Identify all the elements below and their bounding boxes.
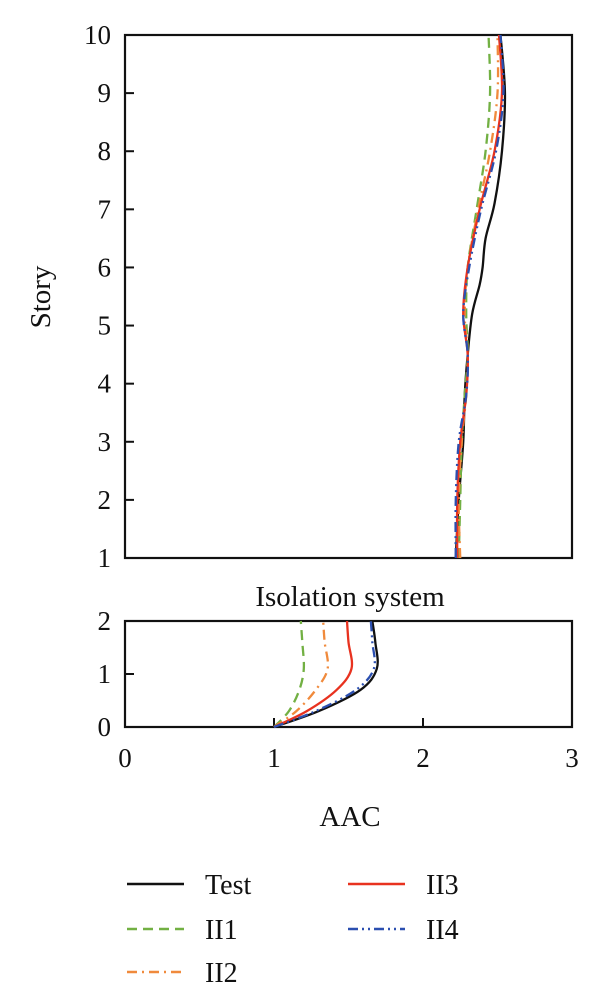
upper-series-ii2 xyxy=(457,34,500,559)
upper-series-test xyxy=(454,34,507,559)
lower-ytick-label: 0 xyxy=(98,712,112,742)
lower-title: Isolation system xyxy=(255,581,445,613)
legend-label-ii2: II2 xyxy=(205,958,238,989)
lower-ytick-label: 1 xyxy=(98,659,112,689)
upper-ytick-label: 1 xyxy=(98,543,112,573)
upper-panel: 1 2 3 4 5 6 7 8 9 10 xyxy=(84,20,574,573)
upper-ytick-label: 7 xyxy=(98,194,112,224)
upper-ylabel: Story xyxy=(25,265,57,328)
legend-label-ii4: II4 xyxy=(426,915,459,946)
x-axis-label: AAC xyxy=(319,801,380,833)
legend-label-test: Test xyxy=(205,870,251,901)
legend: Test II1 II2 II3 II4 xyxy=(127,870,459,989)
lower-panel: 0 1 2 0 1 2 3 xyxy=(98,606,579,773)
upper-ytick-label: 6 xyxy=(98,252,112,282)
upper-ytick-label: 10 xyxy=(84,20,111,50)
lower-series-ii3 xyxy=(273,620,354,729)
lower-ytick-label: 2 xyxy=(98,606,112,636)
lower-series-test xyxy=(273,620,379,729)
upper-ytick-label: 3 xyxy=(98,427,112,457)
upper-ytick-label: 4 xyxy=(98,369,112,399)
lower-xtick-label: 3 xyxy=(565,743,579,773)
legend-label-ii3: II3 xyxy=(426,870,459,901)
lower-xtick-label: 1 xyxy=(267,743,281,773)
upper-series-ii3 xyxy=(455,34,504,559)
lower-series-ii2 xyxy=(273,620,330,728)
upper-ytick-label: 5 xyxy=(98,311,112,341)
upper-series-ii1 xyxy=(457,34,492,559)
lower-series-ii4 xyxy=(273,620,376,729)
upper-ytick-label: 2 xyxy=(98,485,112,515)
upper-ytick-label: 9 xyxy=(98,78,112,108)
upper-plot-frame xyxy=(123,33,574,560)
lower-xtick-label: 2 xyxy=(416,743,430,773)
upper-ytick-label: 8 xyxy=(98,136,112,166)
lower-series-ii1 xyxy=(273,620,306,728)
legend-label-ii1: II1 xyxy=(205,915,238,946)
lower-xtick-label: 0 xyxy=(118,743,132,773)
